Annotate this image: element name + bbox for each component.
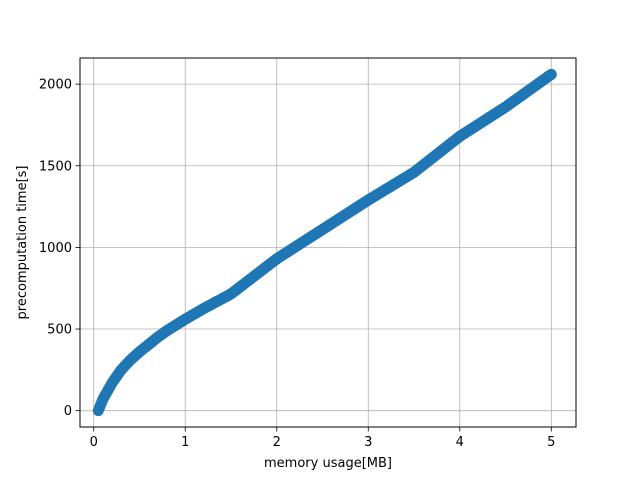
- x-tick-label: 5: [547, 435, 555, 450]
- y-tick-label: 2000: [39, 78, 72, 93]
- data-point: [545, 68, 557, 80]
- y-tick-label: 0: [64, 404, 72, 419]
- x-tick-label: 0: [90, 435, 98, 450]
- data-points: [92, 68, 557, 417]
- y-axis-ticks: 0 500 1000 1500 2000: [39, 78, 80, 419]
- x-axis-ticks: 0 1 2 3 4 5: [90, 427, 555, 450]
- y-tick-label: 500: [47, 323, 72, 338]
- plot-frame: [79, 57, 577, 428]
- x-tick-label: 2: [273, 435, 281, 450]
- x-tick-label: 3: [364, 435, 372, 450]
- y-tick-label: 1000: [39, 241, 72, 256]
- x-tick-label: 4: [456, 435, 464, 450]
- x-axis-label: memory usage[MB]: [264, 456, 392, 471]
- x-tick-label: 1: [181, 435, 189, 450]
- y-tick-label: 1500: [39, 159, 72, 174]
- y-axis-label: precomputation time[s]: [15, 166, 30, 320]
